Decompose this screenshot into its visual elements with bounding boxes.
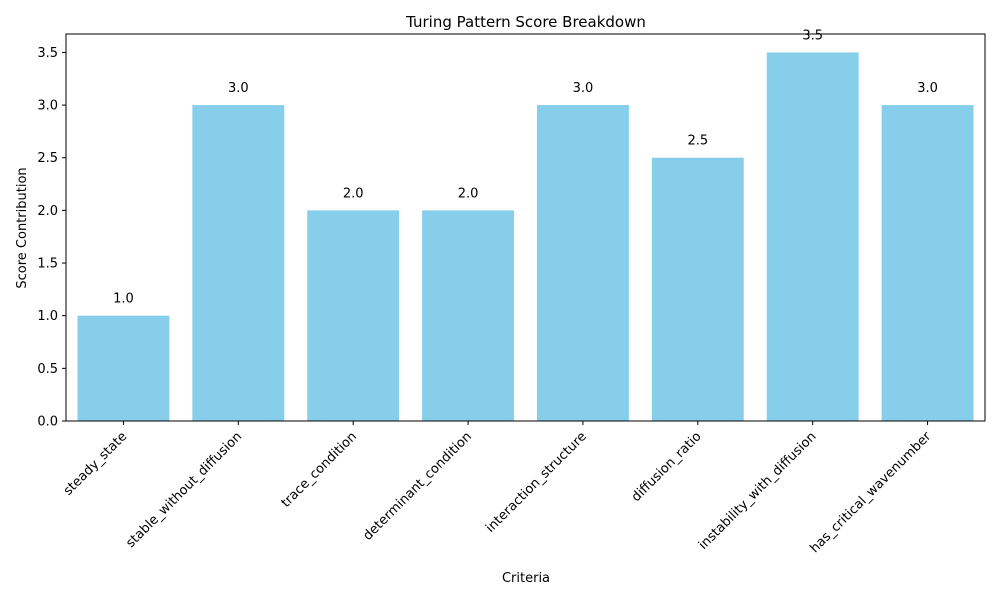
y-tick-label: 0.0	[37, 415, 58, 430]
data-label: 3.5	[802, 28, 823, 43]
y-tick-label: 2.5	[37, 151, 58, 166]
data-label: 3.0	[573, 81, 594, 96]
bar-determinant-condition	[422, 210, 515, 421]
data-label: 3.0	[228, 81, 249, 96]
y-tick-label: 2.0	[37, 204, 58, 219]
y-tick-label: 3.0	[37, 99, 58, 114]
bar-diffusion-ratio	[651, 157, 744, 422]
y-tick-label: 3.5	[37, 46, 58, 61]
y-axis: 0.0 0.5 1.0 1.5 2.0 2.5 3.0 3.5	[37, 46, 66, 430]
bar-instability-with-diffusion	[766, 52, 859, 422]
x-tick-label: interaction_structure	[483, 429, 590, 536]
bar-steady-state	[77, 315, 170, 421]
bars-layer	[77, 52, 974, 422]
bar-trace-condition	[307, 210, 400, 421]
data-label: 2.0	[343, 186, 364, 201]
plot-frame	[65, 33, 986, 422]
chart-title: Turing Pattern Score Breakdown	[405, 13, 646, 31]
x-tick-label: steady_state	[61, 429, 130, 498]
x-tick-label: stable_without_diffusion	[123, 429, 245, 551]
x-tick-label: trace_condition	[279, 429, 360, 510]
bar-interaction-structure	[536, 105, 629, 421]
x-tick-label: has_critical_wavenumber	[807, 429, 934, 556]
data-labels-layer: 1.0 3.0 2.0 2.0 3.0 2.5 3.5 3.0	[113, 28, 938, 306]
bar-stable-without-diffusion	[192, 105, 285, 421]
y-tick-label: 1.5	[37, 257, 58, 272]
bar-has-critical-wavenumber	[881, 105, 974, 421]
y-tick-label: 1.0	[37, 309, 58, 324]
x-tick-label: instability_with_diffusion	[696, 429, 820, 553]
data-label: 1.0	[113, 292, 134, 307]
data-label: 2.0	[458, 186, 479, 201]
x-tick-label: diffusion_ratio	[629, 429, 705, 505]
data-label: 3.0	[917, 81, 938, 96]
x-axis-title: Criteria	[502, 571, 550, 586]
data-label: 2.5	[687, 134, 708, 149]
y-tick-label: 0.5	[37, 362, 58, 377]
x-tick-label: determinant_condition	[360, 429, 474, 543]
y-axis-title: Score Contribution	[15, 167, 30, 288]
